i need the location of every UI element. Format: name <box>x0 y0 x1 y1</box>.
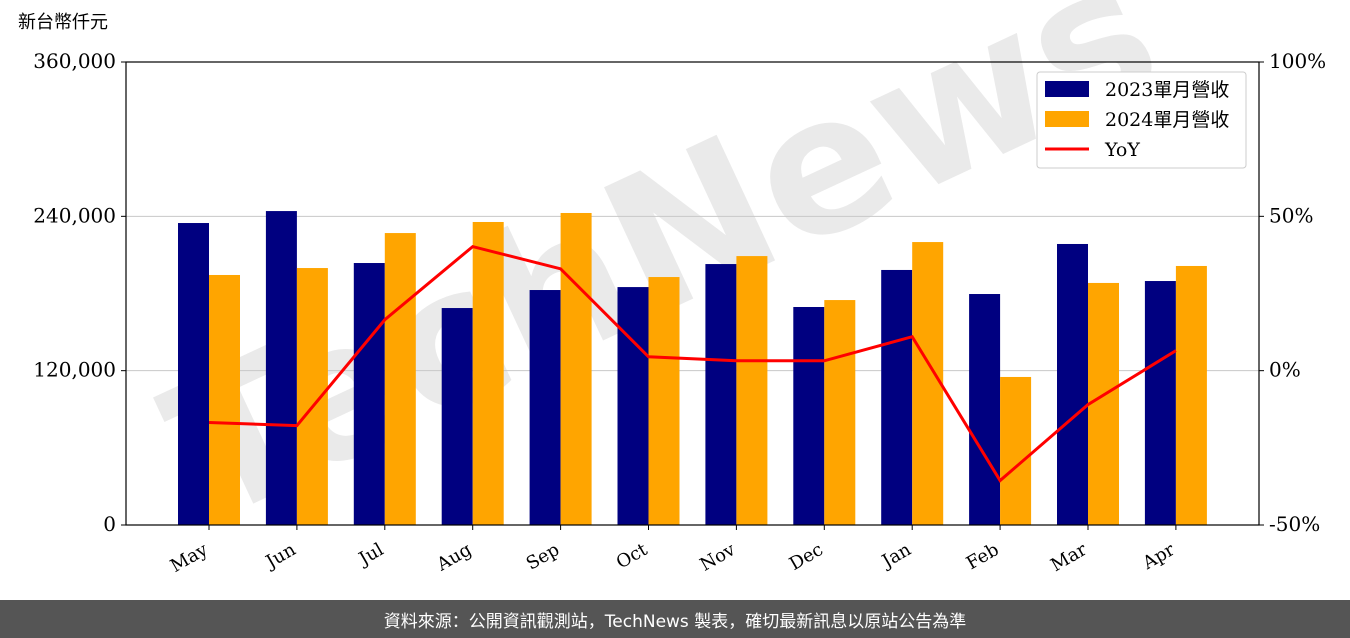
x-tick-label: Sep <box>523 539 563 574</box>
x-tick-label: Apr <box>1138 539 1178 574</box>
bar <box>793 307 825 525</box>
y-tick-label: 0 <box>103 512 116 536</box>
x-tick-label: Jul <box>354 539 388 571</box>
bar <box>265 211 297 525</box>
bar <box>209 274 240 525</box>
bar <box>912 242 944 526</box>
bar <box>736 256 768 525</box>
bar <box>441 308 473 525</box>
y2-tick-label: 50% <box>1269 203 1313 227</box>
bar <box>1175 265 1207 525</box>
y2-tick-label: -50% <box>1269 512 1320 536</box>
bar <box>472 221 504 525</box>
x-tick-label: Aug <box>433 539 476 576</box>
bar <box>529 290 561 525</box>
bar <box>353 263 385 525</box>
legend-label: YoY <box>1104 139 1140 161</box>
bar <box>824 300 856 525</box>
bar <box>969 294 1001 525</box>
bar <box>648 277 680 525</box>
bar <box>881 269 913 525</box>
legend-swatch <box>1045 81 1089 97</box>
bar <box>617 287 649 525</box>
x-tick-label: Mar <box>1047 539 1091 576</box>
bar <box>178 223 209 525</box>
legend-swatch <box>1045 111 1089 127</box>
bar <box>1057 243 1088 525</box>
y-tick-label: 240,000 <box>33 203 116 227</box>
y-tick-label: 360,000 <box>33 49 116 73</box>
x-tick-label: Oct <box>613 539 652 574</box>
bar <box>560 212 592 525</box>
chart: 新台幣仟元 TechNews 0120,000240,000360,000-50… <box>18 0 1326 577</box>
bar <box>1088 282 1119 525</box>
bar <box>384 233 416 525</box>
y2-tick-label: 0% <box>1269 358 1301 382</box>
footer: 資料來源：公開資訊觀測站，TechNews 製表，確切最新訊息以原站公告為準 <box>0 600 1350 638</box>
y-axis-label: 新台幣仟元 <box>18 12 108 33</box>
legend-box <box>1036 71 1247 169</box>
x-tick-label: Dec <box>786 539 827 575</box>
x-tick-label: Jan <box>877 539 915 573</box>
bar <box>705 264 737 525</box>
x-tick-label: Feb <box>963 539 1003 574</box>
bar <box>1144 281 1176 525</box>
y-tick-label: 120,000 <box>33 358 116 382</box>
legend-label: 2024單月營收 <box>1105 109 1229 131</box>
plot-frame <box>125 61 1260 526</box>
bar <box>1000 376 1032 525</box>
bar <box>296 268 328 525</box>
x-tick-label: Nov <box>697 539 740 576</box>
x-tick-label: May <box>167 539 212 577</box>
yoy-line <box>208 244 1177 483</box>
y2-tick-label: 100% <box>1269 49 1326 73</box>
legend-label: 2023單月營收 <box>1105 79 1229 101</box>
